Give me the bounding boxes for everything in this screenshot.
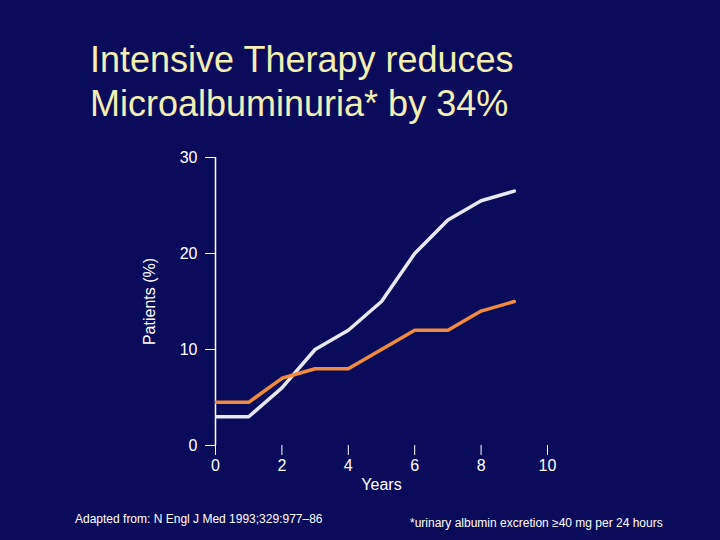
svg-text:30: 30 [180, 149, 198, 166]
svg-text:Patients (%): Patients (%) [141, 258, 158, 345]
html-text:Intensive Therapy reduces Micr: Intensive Therapy reduces Microalbuminur… [90, 39, 514, 124]
html-text:*urinary albumin excretion ≥40: *urinary albumin excretion ≥40 mg per 24… [410, 516, 663, 530]
html-text:Adapted from: N Engl J Med 199: Adapted from: N Engl J Med 1993;329:977–… [75, 512, 323, 526]
svg-text:Years: Years [361, 476, 401, 493]
svg-text:10: 10 [539, 457, 557, 474]
svg-text:10: 10 [180, 341, 198, 358]
svg-text:2: 2 [277, 457, 286, 474]
svg-text:8: 8 [477, 457, 486, 474]
svg-text:4: 4 [344, 457, 353, 474]
svg-text:0: 0 [211, 457, 220, 474]
svg-text:0: 0 [189, 437, 198, 454]
svg-text:6: 6 [410, 457, 419, 474]
svg-text:20: 20 [180, 245, 198, 262]
